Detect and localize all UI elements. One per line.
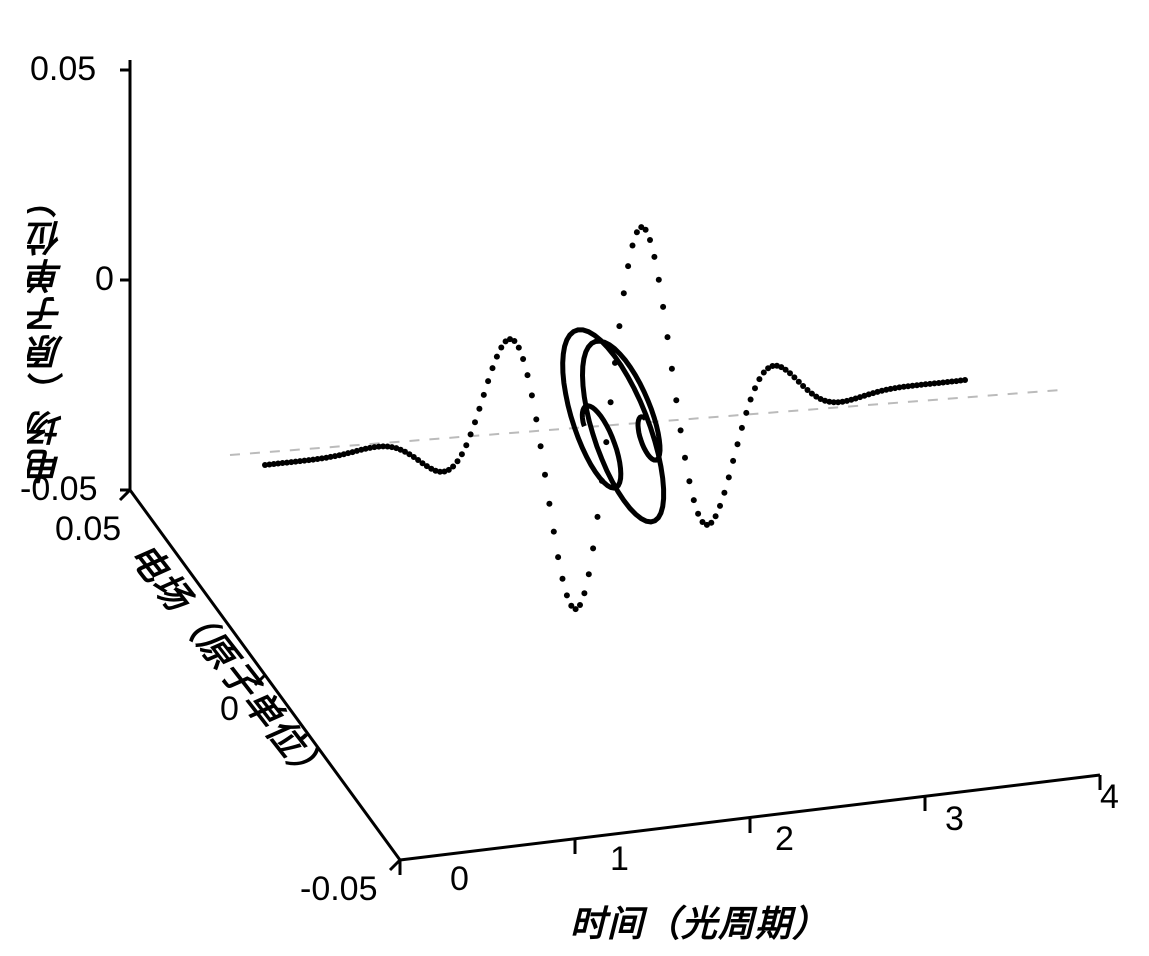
z-tick-label: 0.05 [30, 50, 96, 89]
plot-svg [0, 0, 1149, 956]
x-axis-label: 时间（光周期） [570, 895, 829, 947]
y-tick-label: 0 [220, 690, 239, 729]
z-tick-label: 0 [95, 260, 114, 299]
y-tick-label: 0.05 [55, 510, 121, 549]
x-tick-label: 1 [610, 840, 629, 879]
z-axis-label: 电场（原子单位） [22, 180, 74, 484]
z-tick-label: -0.05 [20, 470, 98, 509]
x-tick-label: 4 [1100, 778, 1119, 817]
x-axis-line [400, 775, 1100, 860]
series-dotted-wave [262, 224, 968, 612]
x-tick-label: 0 [450, 860, 469, 899]
y-tick-label: -0.05 [300, 870, 378, 909]
x-tick-label: 3 [945, 800, 964, 839]
x-tick-label: 2 [775, 820, 794, 859]
plot-3d-container: 电场（原子单位） 电场（原子单位） 时间（光周期） 0.05 0 -0.05 0… [0, 0, 1149, 956]
